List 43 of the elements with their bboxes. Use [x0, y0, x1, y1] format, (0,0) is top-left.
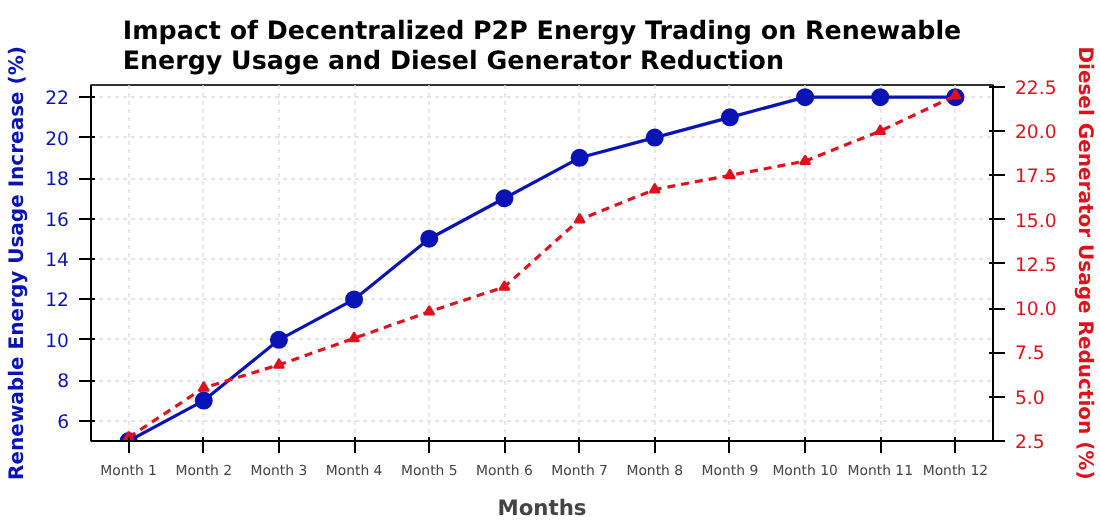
x-axis-title: Months: [497, 495, 587, 521]
point: [197, 381, 210, 392]
y-axis-title: Renewable Energy Usage Increase (%): [7, 46, 30, 480]
y-tick-label: 16: [45, 209, 70, 232]
y2-tick-label: 5.0: [1015, 387, 1045, 410]
y2-tick-label: 22.5: [1015, 77, 1057, 100]
point: [949, 88, 962, 100]
y-tick-label: 20: [45, 128, 70, 151]
point: [423, 304, 436, 316]
y-tick-label: 10: [45, 330, 70, 353]
point: [874, 124, 887, 135]
y-tick-label: 6: [57, 411, 70, 434]
y2-tick-label: 2.5: [1015, 432, 1045, 454]
y-tick-label: 22: [45, 88, 70, 111]
y-tick-label: 18: [45, 169, 70, 192]
y2-tick-label: 17.5: [1015, 166, 1057, 189]
point: [720, 108, 739, 127]
point: [495, 189, 514, 208]
point: [871, 88, 890, 107]
point: [269, 330, 288, 349]
y2-tick-label: 12.5: [1015, 254, 1057, 277]
point: [645, 128, 664, 147]
point: [570, 148, 589, 167]
point: [420, 229, 439, 248]
point: [796, 88, 815, 107]
y-tick-label: 8: [57, 371, 70, 394]
y-tick-label: 12: [45, 290, 70, 313]
point: [348, 331, 361, 343]
y-tick-label: 14: [45, 249, 70, 272]
point: [194, 391, 213, 410]
point: [345, 290, 364, 309]
y2-tick-label: 20.0: [1015, 122, 1057, 145]
point: [648, 182, 661, 194]
point: [498, 280, 511, 291]
y2-tick-label: 7.5: [1015, 343, 1045, 366]
point: [799, 154, 812, 166]
y2-tick-label: 10.0: [1015, 299, 1057, 322]
chart-title: Impact of Decentralized P2P Energy Trading on Renewable Energy Usage and Diesel Generator Reduction: [122, 15, 962, 75]
point: [723, 168, 736, 180]
y2-axis-title: Diesel Generator Usage Reduction (%): [1072, 46, 1095, 480]
point: [272, 358, 285, 369]
y2-tick-label: 15.0: [1015, 210, 1057, 233]
point: [573, 212, 586, 224]
